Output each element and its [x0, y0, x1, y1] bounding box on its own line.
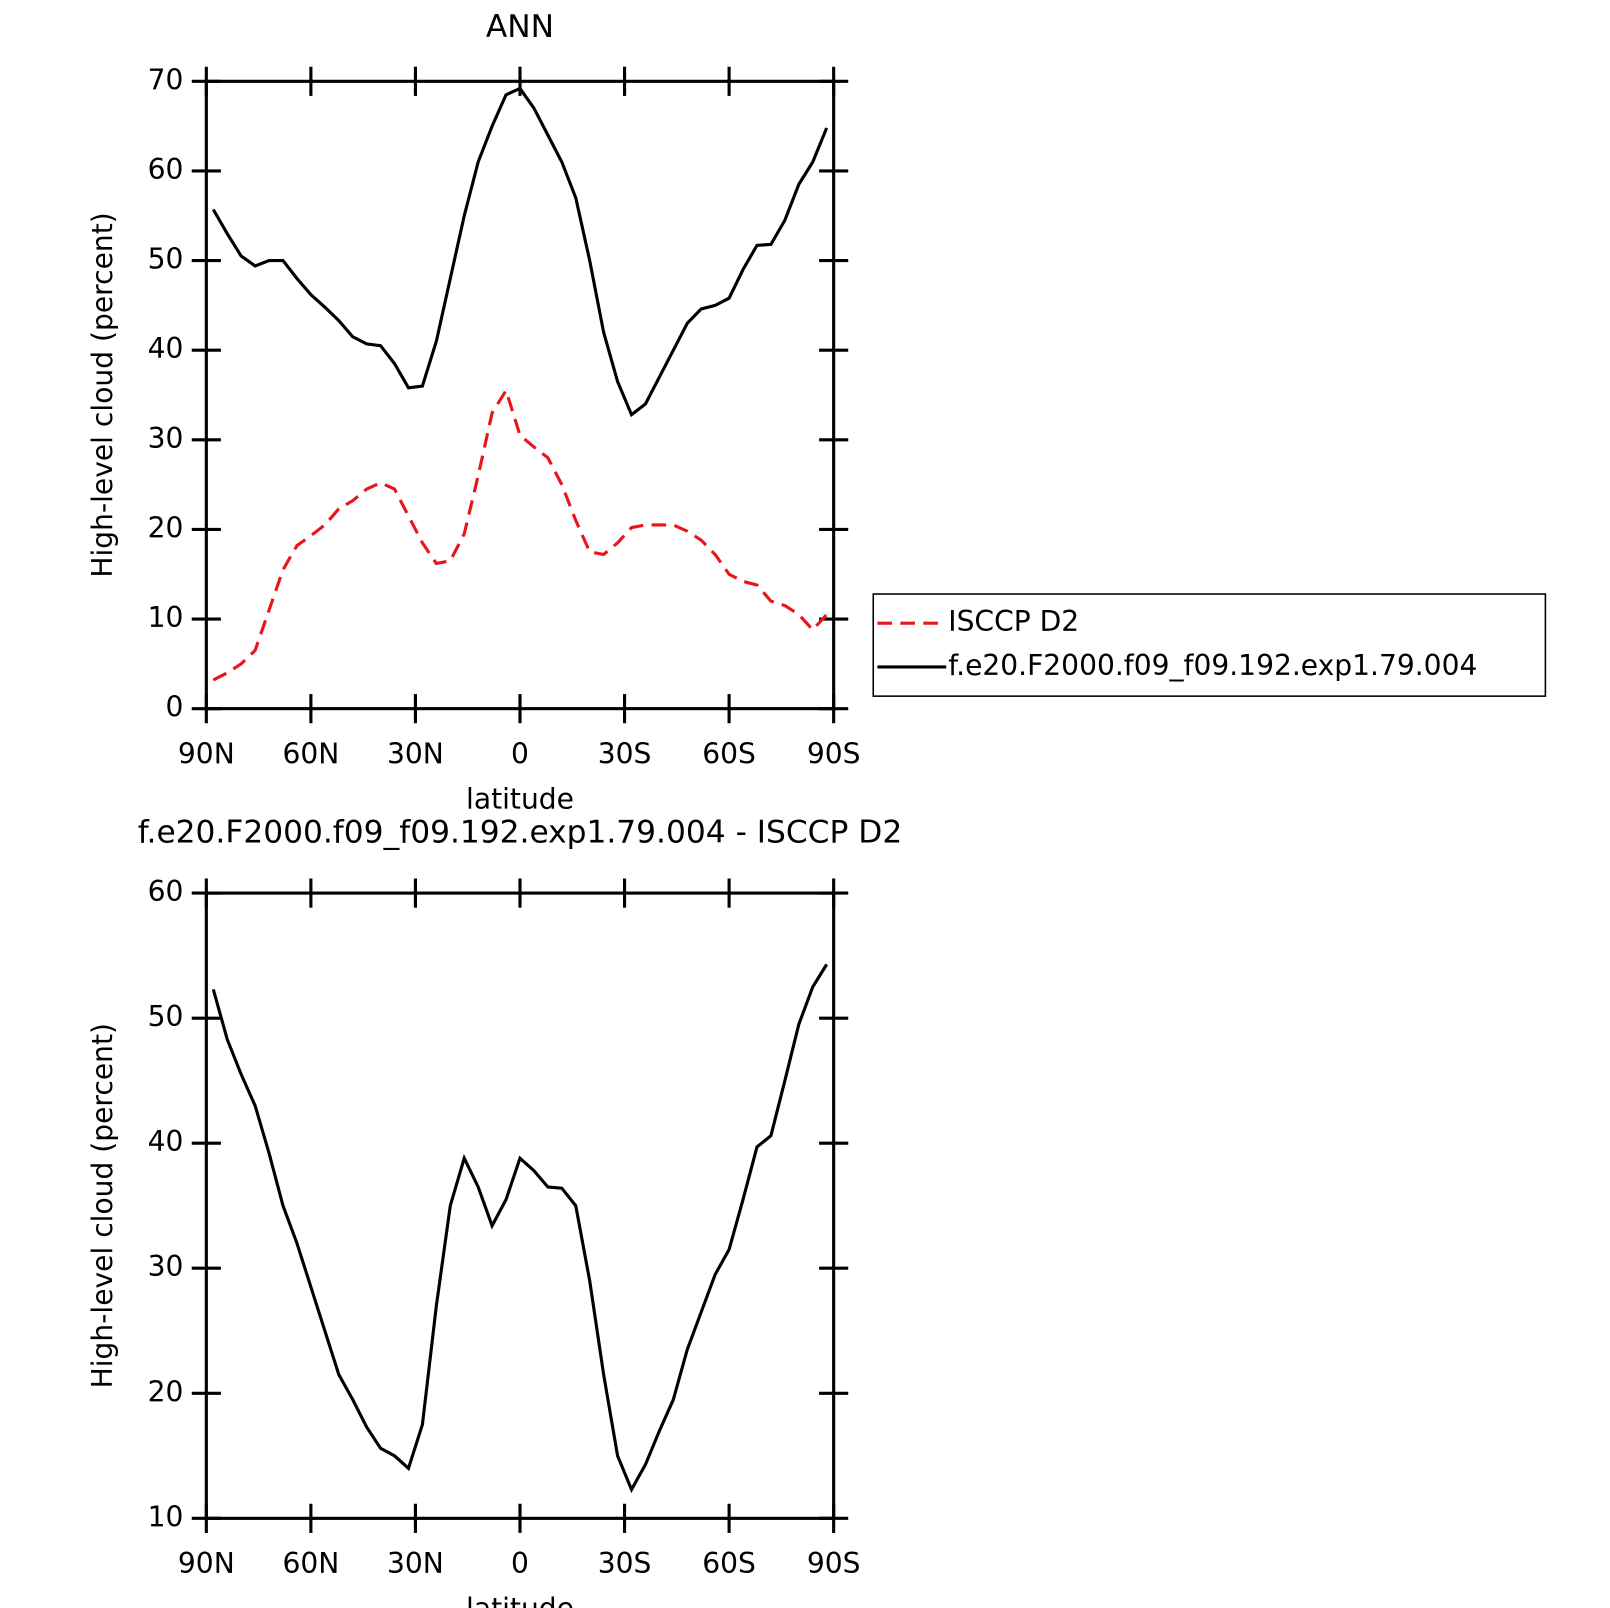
x-tick-label: 30N [387, 738, 444, 771]
y-tick-label: 70 [148, 63, 184, 96]
x-tick-label: 90N [178, 738, 235, 771]
x-tick-label: 60N [282, 1547, 339, 1580]
x-tick-label: 60S [702, 1547, 756, 1580]
y-tick-label: 0 [165, 691, 183, 724]
y-axis-label: High-level cloud (percent) [86, 212, 119, 577]
x-tick-label: 30S [598, 1547, 652, 1580]
y-tick-label: 20 [148, 511, 184, 544]
y-tick-label: 30 [148, 422, 184, 455]
y-tick-label: 40 [148, 332, 184, 365]
y-axis-label: High-level cloud (percent) [86, 1023, 119, 1388]
legend-box [872, 593, 1547, 697]
y-tick-label: 50 [148, 1000, 184, 1033]
legend-label: ISCCP D2 [948, 605, 1079, 638]
y-tick-label: 10 [148, 601, 184, 634]
x-tick-label: 30S [598, 738, 652, 771]
y-tick-label: 50 [148, 243, 184, 276]
x-tick-label: 90N [178, 1547, 235, 1580]
y-tick-label: 60 [148, 153, 184, 186]
x-axis-label: latitude [466, 1592, 574, 1608]
data-line [211, 963, 829, 1494]
x-tick-label: 0 [511, 738, 529, 771]
y-tick-label: 40 [148, 1125, 184, 1158]
x-tick-label: 30N [387, 1547, 444, 1580]
chart-title: ANN [486, 9, 554, 45]
x-tick-label: 90S [807, 738, 861, 771]
x-axis-label: latitude [466, 782, 574, 815]
plot-frame [204, 891, 836, 1520]
y-tick-label: 20 [148, 1375, 184, 1408]
plot-frame [204, 79, 836, 711]
data-line [212, 386, 828, 682]
y-tick-label: 60 [148, 875, 184, 908]
x-tick-label: 0 [511, 1547, 529, 1580]
x-tick-label: 90S [807, 1547, 861, 1580]
legend-label: f.e20.F2000.f09_f09.192.exp1.79.004 [948, 649, 1477, 682]
x-tick-label: 60S [702, 738, 756, 771]
data-line [211, 86, 829, 418]
chart-title: f.e20.F2000.f09_f09.192.exp1.79.004 - IS… [138, 815, 902, 851]
y-tick-label: 30 [148, 1250, 184, 1283]
x-tick-label: 60N [282, 738, 339, 771]
y-tick-label: 10 [148, 1500, 184, 1533]
